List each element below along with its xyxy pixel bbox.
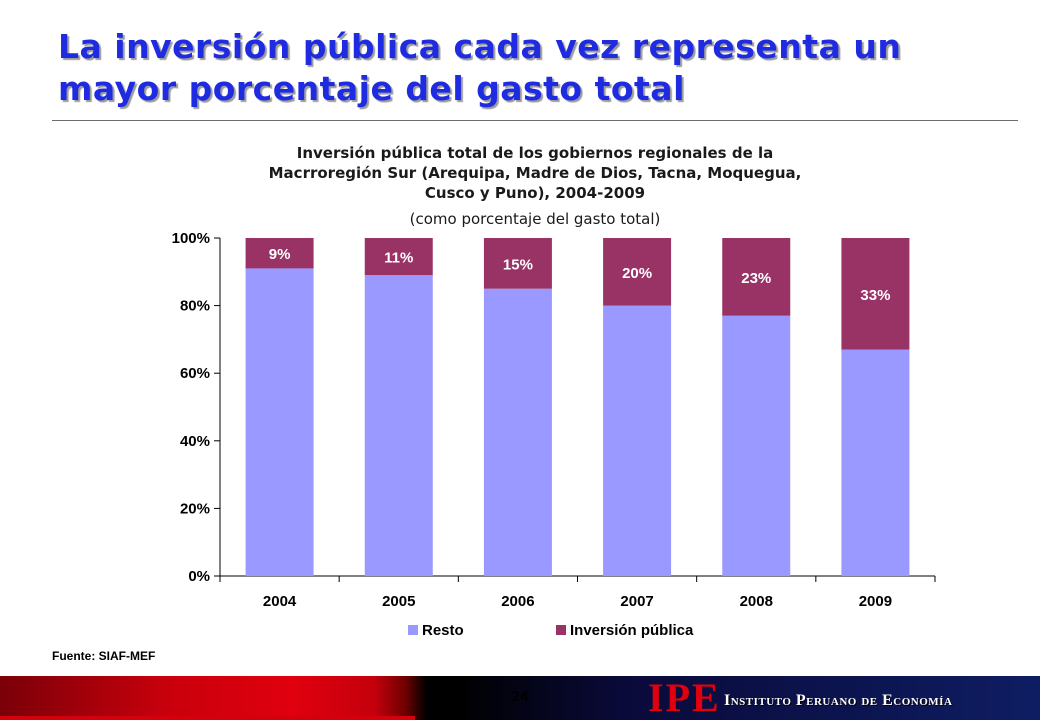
legend-swatch [556, 625, 566, 635]
data-label: 33% [860, 287, 890, 304]
title-divider [52, 120, 1018, 121]
bar-resto [245, 268, 314, 576]
bar-resto [722, 315, 791, 576]
legend-swatch [408, 625, 418, 635]
logo-mark: IPE [648, 675, 721, 720]
bar-resto [603, 305, 672, 576]
footer-accent-line [0, 716, 415, 720]
x-tick-label: 2009 [859, 593, 892, 610]
stacked-bar-chart: 0% 20% 40% 60% 80% 100% 9% 2004 11% 2005 15% 2006 20… [172, 230, 936, 639]
data-label: 9% [269, 246, 291, 263]
y-tick-label: 20% [180, 500, 210, 517]
x-tick-label: 2004 [263, 593, 297, 610]
x-tick-label: 2005 [382, 593, 415, 610]
logo-text: Instituto Peruano de Economía [724, 692, 953, 709]
data-label: 20% [622, 265, 652, 282]
bar-inversion-publica [245, 238, 314, 269]
page-number: 24 [511, 688, 529, 705]
chart-title-line-3: Cusco y Puno), 2004-2009 [424, 184, 646, 202]
data-label: 11% [384, 250, 413, 267]
data-label: 23% [741, 270, 771, 287]
legend-label: Inversión pública [570, 622, 694, 639]
bar-inversion-publica [722, 238, 791, 316]
y-tick-label: 60% [180, 365, 210, 382]
footer-bar [0, 676, 1040, 720]
data-label: 15% [503, 256, 533, 273]
slide-title-line-1: La inversión pública cada vez representa… [58, 27, 902, 66]
y-tick-label: 40% [180, 433, 210, 450]
bar-inversion-publica [364, 238, 433, 276]
x-tick-label: 2007 [620, 593, 653, 610]
x-tick-label: 2006 [501, 593, 534, 610]
slide-title: La inversión pública cada vez representa… [58, 26, 1018, 110]
bar-resto [841, 349, 910, 576]
bar-resto [364, 275, 433, 576]
y-tick-label: 100% [172, 230, 210, 247]
y-tick-label: 80% [180, 298, 210, 315]
bar-resto [483, 288, 552, 576]
slide-title-line-2: mayor porcentaje del gasto total [58, 69, 685, 108]
chart-title: Inversión pública total de los gobiernos… [215, 143, 855, 203]
y-tick-label: 0% [188, 568, 210, 585]
bar-inversion-publica [483, 238, 552, 289]
chart-title-line-2: Macrroregión Sur (Arequipa, Madre de Dio… [268, 164, 802, 182]
source-note: Fuente: SIAF-MEF [52, 649, 156, 663]
chart-subtitle: (como porcentaje del gasto total) [409, 210, 661, 228]
x-tick-label: 2008 [740, 593, 773, 610]
bar-inversion-publica [841, 238, 910, 350]
legend-label: Resto [422, 622, 464, 639]
chart-title-line-1: Inversión pública total de los gobiernos… [296, 144, 774, 162]
bar-inversion-publica [603, 238, 672, 306]
